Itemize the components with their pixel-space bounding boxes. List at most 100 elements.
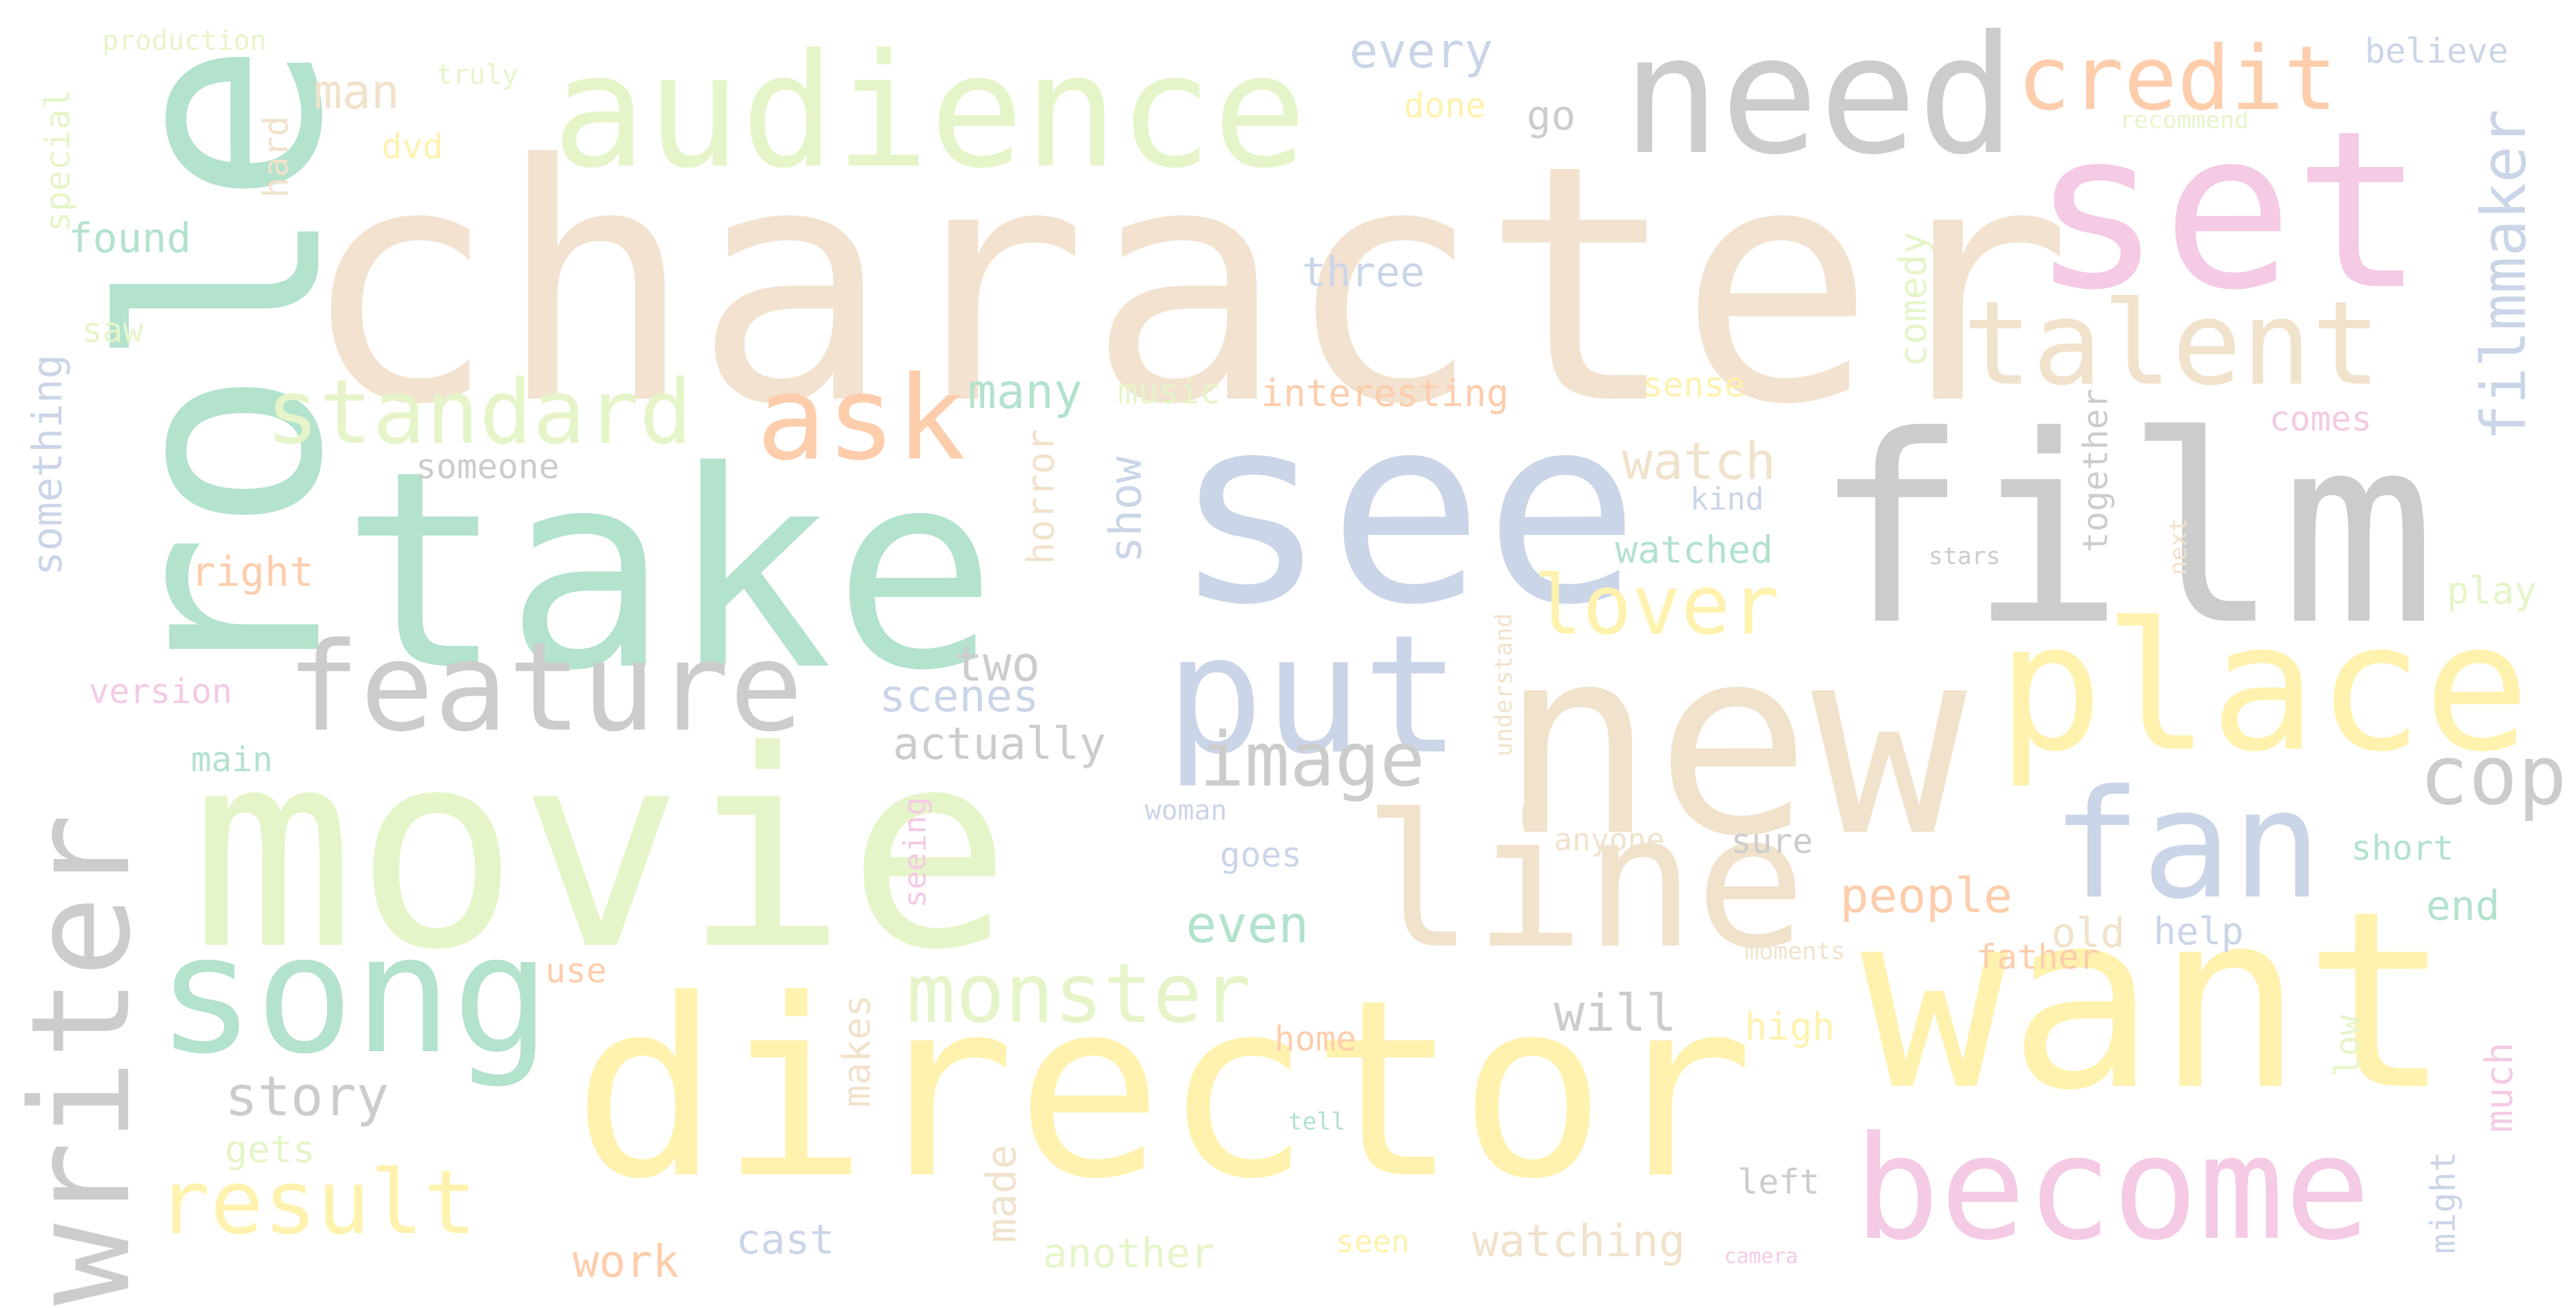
word-main: main [191,740,273,779]
word-version: version [89,672,232,711]
word-makes: makes [835,995,878,1108]
word-kind: kind [1690,481,1764,517]
word-monster: monster [906,947,1251,1042]
word-place: place [1997,585,2530,791]
word-done: done [1404,86,1486,125]
word-anyone: anyone [1554,822,1665,858]
word-talent: talent [1963,277,2382,411]
word-woman: woman [1145,795,1227,826]
word-production: production [102,25,266,57]
word-writer: writer [2,813,161,1305]
word-comedy: comedy [1891,232,1935,367]
word-short: short [2351,828,2454,868]
word-much: much [2477,1042,2521,1133]
word-fan: fan [2051,758,2322,932]
word-tell: tell [1288,1108,1346,1136]
word-cop: cop [2419,729,2567,824]
word-character: character [300,95,2072,476]
word-believe: believe [2365,31,2509,71]
word-truly: truly [436,59,519,91]
word-become: become [1854,1105,2371,1272]
word-special: special [38,89,78,232]
word-high: high [1745,1005,1835,1048]
word-two: two [954,636,1041,692]
word-seen: seen [1336,1224,1410,1260]
word-line: line [1363,775,1807,989]
word-go: go [1527,92,1576,140]
word-need: need [1622,0,2016,191]
word-filmmaker: filmmaker [2468,109,2540,441]
word-three: three [1302,249,1425,296]
word-credit: credit [2017,27,2337,130]
word-home: home [1274,1019,1357,1059]
word-music: music [1118,372,1221,411]
word-many: many [968,364,1083,420]
word-will: will [1554,983,1677,1043]
word-moments: moments [1745,938,1845,965]
word-another: another [1043,1230,1215,1277]
word-someone: someone [416,447,559,486]
word-goes: goes [1220,835,1302,875]
word-sense: sense [1642,365,1745,405]
word-right: right [191,548,314,596]
word-watch: watch [1622,431,1776,491]
word-dvd: dvd [382,127,444,166]
word-cast: cast [736,1216,835,1264]
word-next: next [2165,518,2192,576]
word-movie: movie [191,693,1012,1010]
word-every: every [1349,23,1493,79]
word-show: show [1101,456,1152,563]
word-use: use [545,951,607,991]
word-camera: camera [1724,1245,1798,1268]
word-set: set [2031,84,2425,338]
word-something: something [24,354,72,576]
word-people: people [1840,868,2012,924]
word-help: help [2153,909,2244,953]
word-might: might [2423,1151,2463,1254]
word-together: together [2076,388,2115,552]
word-want: want [1860,858,2451,1144]
word-left: left [1738,1162,1820,1202]
word-made: made [978,1144,1026,1243]
word-gets: gets [225,1127,316,1171]
word-comes: comes [2269,399,2372,439]
word-new: new [1499,591,1967,893]
word-audience: audience [552,21,1307,203]
word-watching: watching [1472,1216,1686,1267]
word-stars: stars [1929,543,2001,570]
word-play: play [2447,569,2537,612]
word-feature: feature [286,617,803,759]
word-see: see [1172,360,1640,661]
word-sure: sure [1731,822,1813,861]
word-scenes: scenes [879,671,1039,722]
word-work: work [572,1236,679,1288]
word-horror: horror [1019,429,1062,565]
word-lover: lover [1533,559,1780,653]
word-seeing: seeing [897,797,933,908]
word-even: even [1186,894,1309,954]
word-film: film [1813,380,2437,682]
word-saw: saw [82,311,144,350]
word-put: put [1165,600,1461,790]
word-story: story [225,1065,389,1128]
word-man: man [313,64,400,120]
word-recommend: recommend [2119,107,2249,134]
word-actually: actually [893,719,1107,770]
word-song: song [157,899,551,1090]
word-hard: hard [256,116,296,198]
word-father: father [1976,937,2100,977]
word-understand: understand [1490,613,1518,757]
word-image: image [1199,716,1426,803]
word-old: old [2051,909,2126,957]
word-result: result [157,1151,477,1254]
word-ask: ask [756,352,966,486]
word-low: low [2328,1015,2367,1077]
word-take: take [341,414,998,730]
word-interesting: interesting [1261,371,1509,415]
word-end: end [2426,882,2500,930]
word-found: found [68,215,191,262]
word-watched: watched [1615,528,1773,572]
word-director: director [572,947,1754,1232]
word-standard: standard [266,360,693,464]
